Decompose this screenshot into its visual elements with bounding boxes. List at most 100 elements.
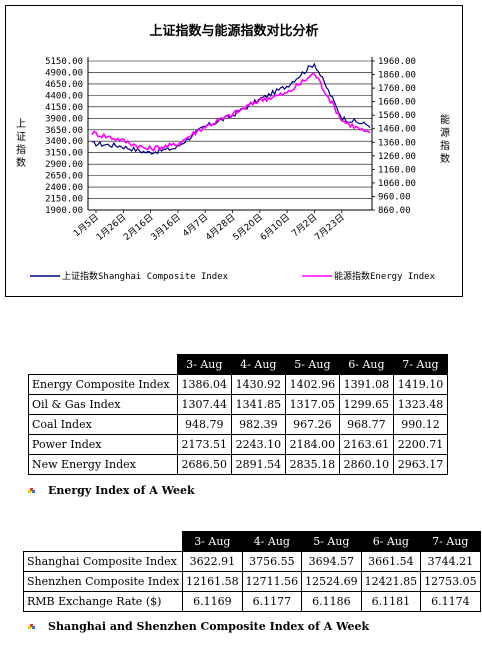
market-table-cell: 3661.54 <box>360 551 422 572</box>
energy-index-line <box>91 72 371 152</box>
chart-title: 上证指数与能源指数对比分析 <box>149 24 319 39</box>
energy-table-row-label: Oil & Gas Index <box>28 394 178 415</box>
market-table-cell: 3694.57 <box>301 551 362 572</box>
market-table-column-header: 3- Aug <box>182 531 243 552</box>
energy-table-row: Power Index 2173.51 2243.10 2184.00 2163.61 2… <box>28 434 449 455</box>
energy-table-cell: 2173.51 <box>176 434 232 455</box>
energy-table-row-label: New Energy Index <box>28 454 178 475</box>
market-table-row-label: Shenzhen Composite Index <box>22 571 184 592</box>
right-tick-label: 1060.00 <box>378 179 416 189</box>
energy-index-table: 3- Aug 4- Aug 5- Aug 6- Aug 7- Aug Energy Com… <box>28 354 449 475</box>
energy-table-column-header: 3- Aug <box>176 354 232 375</box>
market-table-column-header: 6- Aug <box>360 531 422 552</box>
market-table-column-header: 5- Aug <box>301 531 362 552</box>
right-tick-label: 1160.00 <box>378 165 416 175</box>
right-tick-label: 1260.00 <box>378 152 416 162</box>
energy-table-column-header: 6- Aug <box>338 354 394 375</box>
energy-table-cell: 1391.08 <box>338 374 394 395</box>
energy-table-cell: 1430.92 <box>230 374 286 395</box>
market-table-row: RMB Exchange Rate ($) 6.1169 6.1177 6.1186 6… <box>22 591 481 612</box>
market-table-column-header: 4- Aug <box>241 531 303 552</box>
energy-table-cell: 2686.50 <box>176 454 232 475</box>
chart-panel: 上证指数与能源指数对比分析 上证指数 能源指数 5150.00 4900.00 46… <box>5 5 463 297</box>
market-table-cell: 12524.69 <box>301 571 362 592</box>
energy-table-cell: 1386.04 <box>176 374 232 395</box>
energy-table-cell: 2184.00 <box>284 434 340 455</box>
energy-table-cell: 2835.18 <box>284 454 340 475</box>
market-table-cell: 6.1174 <box>420 591 481 612</box>
x-tick-label: 1月26日 <box>94 212 128 243</box>
market-table-cell: 6.1177 <box>241 591 303 612</box>
right-tick-label: 1860.00 <box>378 71 416 81</box>
shanghai-index-line <box>92 62 371 155</box>
energy-table-cell: 948.79 <box>176 414 232 435</box>
market-table-column-header: 7- Aug <box>420 531 481 552</box>
left-tick-label: 4400.00 <box>45 91 83 101</box>
left-tick-label: 4650.00 <box>45 80 83 90</box>
market-table-row: Shanghai Composite Index 3622.91 3756.55 36… <box>22 551 481 572</box>
energy-table-corner-cell <box>28 354 178 375</box>
energy-table-column-header: 7- Aug <box>392 354 449 375</box>
market-table-corner-cell <box>23 531 183 552</box>
left-tick-label: 3150.00 <box>45 149 83 159</box>
energy-table-header-row: 3- Aug 4- Aug 5- Aug 6- Aug 7- Aug <box>28 354 449 375</box>
left-tick-label: 2900.00 <box>45 160 83 170</box>
energy-table-row: Coal Index 948.79 982.39 967.26 968.77 990.12 <box>28 414 449 435</box>
left-tick-label: 3650.00 <box>45 126 83 136</box>
energy-table-row: New Energy Index 2686.50 2891.54 2835.18 286… <box>28 454 449 475</box>
energy-table-caption: Energy Index of A Week <box>48 484 195 497</box>
x-tick-label: 4月28日 <box>203 212 237 243</box>
market-table-cell: 12421.85 <box>360 571 422 592</box>
x-tick-label: 2月16日 <box>122 212 156 243</box>
energy-caption-bullet-icon <box>28 488 35 493</box>
energy-table-cell: 1307.44 <box>176 394 232 415</box>
energy-table-cell: 2891.54 <box>230 454 286 475</box>
right-tick-label: 1660.00 <box>378 98 416 108</box>
market-index-table: 3- Aug 4- Aug 5- Aug 6- Aug 7- Aug Shanghai C… <box>22 531 481 612</box>
right-tick-label: 860.00 <box>378 206 411 216</box>
left-tick-label: 4900.00 <box>45 68 83 78</box>
right-tick-label: 1360.00 <box>378 138 416 148</box>
energy-table-cell: 982.39 <box>230 414 286 435</box>
energy-table-row: Energy Composite Index 1386.04 1430.92 1402… <box>28 374 449 395</box>
market-table-cell: 3756.55 <box>241 551 303 572</box>
market-table-cell: 6.1181 <box>360 591 422 612</box>
market-table-row-label: Shanghai Composite Index <box>22 551 184 572</box>
left-tick-label: 2400.00 <box>45 183 83 193</box>
market-table-caption: Shanghai and Shenzhen Composite Index of… <box>48 620 370 633</box>
right-tick-label: 1960.00 <box>378 57 416 67</box>
left-tick-label: 2150.00 <box>45 195 83 205</box>
energy-table-row-label: Energy Composite Index <box>28 374 178 395</box>
x-tick-label: 7月23日 <box>313 212 347 243</box>
market-table-row: Shenzhen Composite Index 12161.58 12711.56… <box>22 571 481 592</box>
energy-table-cell: 2963.17 <box>392 454 449 475</box>
right-tick-label: 960.00 <box>378 192 411 202</box>
energy-table-cell: 2200.71 <box>392 434 449 455</box>
energy-table-cell: 2163.61 <box>338 434 394 455</box>
x-tick-label: 6月10日 <box>258 212 292 243</box>
x-tick-label: 3月16日 <box>149 212 183 243</box>
right-tick-label: 1760.00 <box>378 84 416 94</box>
right-tick-label: 1560.00 <box>378 111 416 121</box>
market-table-cell: 6.1186 <box>301 591 362 612</box>
market-caption-bullet-icon <box>28 624 35 629</box>
right-tick-label: 1460.00 <box>378 125 416 135</box>
left-tick-label: 3900.00 <box>45 114 83 124</box>
energy-table-cell: 1317.05 <box>284 394 340 415</box>
energy-table-cell: 1299.65 <box>338 394 394 415</box>
energy-table-cell: 1419.10 <box>392 374 449 395</box>
energy-table-row-label: Coal Index <box>28 414 178 435</box>
legend-label-shanghai: 上证指数Shanghai Composite Index <box>62 270 229 282</box>
left-tick-label: 4150.00 <box>45 103 83 113</box>
energy-table-cell: 990.12 <box>392 414 449 435</box>
energy-table-cell: 968.77 <box>338 414 394 435</box>
market-table-cell: 3744.21 <box>420 551 481 572</box>
left-axis-label: 上证指数 <box>16 119 26 169</box>
legend-label-energy: 能源指数Energy Index <box>334 270 436 282</box>
energy-table-cell: 967.26 <box>284 414 340 435</box>
left-tick-label: 2650.00 <box>45 172 83 182</box>
energy-table-row-label: Power Index <box>28 434 178 455</box>
energy-table-cell: 2860.10 <box>338 454 394 475</box>
energy-table-column-header: 5- Aug <box>284 354 340 375</box>
